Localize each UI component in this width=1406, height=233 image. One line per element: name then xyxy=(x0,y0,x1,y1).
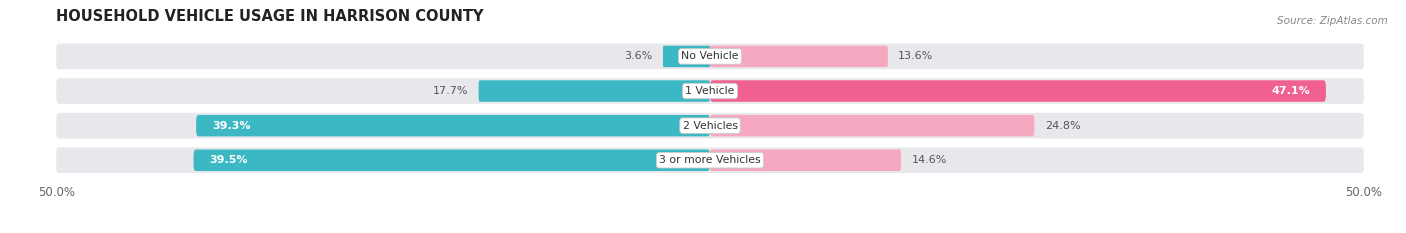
Legend: Owner-occupied, Renter-occupied: Owner-occupied, Renter-occupied xyxy=(582,230,838,233)
Text: 39.3%: 39.3% xyxy=(212,121,250,131)
FancyBboxPatch shape xyxy=(710,150,901,171)
Text: 47.1%: 47.1% xyxy=(1271,86,1310,96)
Text: 13.6%: 13.6% xyxy=(898,51,934,62)
Text: 24.8%: 24.8% xyxy=(1045,121,1080,131)
FancyBboxPatch shape xyxy=(56,44,1364,69)
FancyBboxPatch shape xyxy=(710,80,1326,102)
FancyBboxPatch shape xyxy=(664,46,710,67)
Text: HOUSEHOLD VEHICLE USAGE IN HARRISON COUNTY: HOUSEHOLD VEHICLE USAGE IN HARRISON COUN… xyxy=(56,9,484,24)
Text: 2 Vehicles: 2 Vehicles xyxy=(682,121,738,131)
FancyBboxPatch shape xyxy=(197,115,710,136)
Text: No Vehicle: No Vehicle xyxy=(682,51,738,62)
Text: 14.6%: 14.6% xyxy=(911,155,946,165)
FancyBboxPatch shape xyxy=(478,80,710,102)
Text: 39.5%: 39.5% xyxy=(209,155,247,165)
Text: 1 Vehicle: 1 Vehicle xyxy=(685,86,735,96)
Text: 17.7%: 17.7% xyxy=(433,86,468,96)
FancyBboxPatch shape xyxy=(710,115,1035,136)
Text: 3 or more Vehicles: 3 or more Vehicles xyxy=(659,155,761,165)
FancyBboxPatch shape xyxy=(194,150,710,171)
Text: 3.6%: 3.6% xyxy=(624,51,652,62)
Text: Source: ZipAtlas.com: Source: ZipAtlas.com xyxy=(1277,16,1388,26)
FancyBboxPatch shape xyxy=(56,113,1364,138)
FancyBboxPatch shape xyxy=(56,78,1364,104)
FancyBboxPatch shape xyxy=(710,46,887,67)
FancyBboxPatch shape xyxy=(56,147,1364,173)
